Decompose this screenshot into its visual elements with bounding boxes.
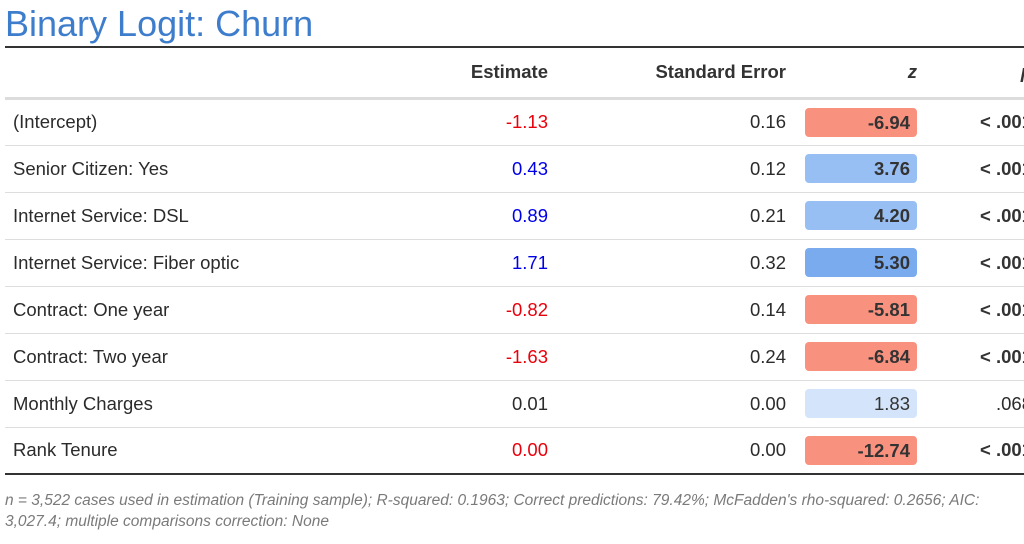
row-label: (Intercept) <box>13 111 98 132</box>
p-value-cell: < .001 <box>980 439 1024 461</box>
header-standard-error: Standard Error <box>548 47 786 100</box>
estimate-cell: 1.71 <box>511 251 548 273</box>
table-row: Rank Tenure 0.00 0.00 -12.74 < .001 <box>5 427 1024 474</box>
estimate-cell: -1.63 <box>505 345 548 367</box>
standard-error-cell: 0.12 <box>749 157 786 179</box>
z-value-badge: -5.81 <box>805 295 917 324</box>
row-label: Senior Citizen: Yes <box>13 157 169 179</box>
header-row: Estimate Standard Error z p <box>5 47 1024 100</box>
z-value-badge: 5.30 <box>805 248 917 277</box>
z-value-badge: -6.84 <box>805 342 917 371</box>
row-label: Rank Tenure <box>13 439 118 461</box>
standard-error-cell: 0.16 <box>749 111 786 132</box>
z-value-badge: 3.76 <box>805 154 917 183</box>
estimate-cell: 0.01 <box>511 392 548 414</box>
z-value-badge: 1.83 <box>805 389 917 418</box>
table-row: (Intercept) -1.13 0.16 -6.94 < .001 <box>5 98 1024 145</box>
table-body: (Intercept)-1.130.16-6.94< .001Senior Ci… <box>5 98 1024 474</box>
standard-error-cell: 0.32 <box>749 251 786 273</box>
row-label: Internet Service: DSL <box>13 204 189 226</box>
table-row: Senior Citizen: Yes 0.43 0.12 3.76 < .001 <box>5 145 1024 192</box>
p-value-cell: < .001 <box>980 345 1024 367</box>
estimate-cell: 0.43 <box>511 157 548 179</box>
p-value-cell: < .001 <box>980 204 1024 226</box>
estimate-cell: -0.82 <box>505 298 548 320</box>
estimate-cell: 0.00 <box>511 439 548 461</box>
z-cell: -5.81 <box>786 286 917 333</box>
p-value-cell: < .001 <box>980 157 1024 179</box>
z-cell: -6.94 <box>786 98 917 145</box>
standard-error-cell: 0.24 <box>749 345 786 367</box>
header-label <box>5 47 344 100</box>
z-cell: -6.84 <box>786 333 917 380</box>
z-cell: 5.30 <box>786 239 917 286</box>
table-row: Monthly Charges 0.01 0.00 1.83 .068 <box>5 380 1024 427</box>
row-label: Internet Service: Fiber optic <box>13 251 240 273</box>
row-label: Contract: One year <box>13 298 170 320</box>
table-row: Contract: One year -0.82 0.14 -5.81 < .001 <box>5 286 1024 333</box>
z-cell: 3.76 <box>786 145 917 192</box>
table-title: Binary Logit: Churn <box>5 3 314 44</box>
standard-error-cell: 0.00 <box>749 439 786 461</box>
header-z: z <box>786 47 917 100</box>
standard-error-cell: 0.00 <box>749 392 786 414</box>
z-cell: -12.74 <box>786 427 917 474</box>
z-value-badge: -12.74 <box>805 435 917 465</box>
p-value-cell: < .001 <box>980 251 1024 273</box>
p-value-cell: < .001 <box>980 111 1024 132</box>
table-row: Internet Service: Fiber optic 1.71 0.32 5.3… <box>5 239 1024 286</box>
header-p: p <box>917 47 1024 100</box>
z-value-badge: 4.20 <box>805 201 917 230</box>
footnote: n = 3,522 cases used in estimation (Trai… <box>5 492 980 530</box>
p-value-cell: .068 <box>995 392 1024 414</box>
coefficient-table: Estimate Standard Error z p (Intercept) -… <box>5 46 1024 475</box>
p-value-cell: < .001 <box>980 298 1024 320</box>
standard-error-cell: 0.21 <box>749 204 786 226</box>
header-estimate: Estimate <box>344 47 548 100</box>
estimate-cell: 0.89 <box>511 204 548 226</box>
z-value-badge: -6.94 <box>805 107 917 137</box>
z-cell: 1.83 <box>786 380 917 427</box>
table-row: Internet Service: DSL 0.89 0.21 4.20 < .001 <box>5 192 1024 239</box>
standard-error-cell: 0.14 <box>749 298 786 320</box>
estimate-cell: -1.13 <box>505 111 548 132</box>
table-row: Contract: Two year -1.63 0.24 -6.84 < .001 <box>5 333 1024 380</box>
row-label: Contract: Two year <box>13 345 168 367</box>
row-label: Monthly Charges <box>13 392 153 414</box>
z-cell: 4.20 <box>786 192 917 239</box>
